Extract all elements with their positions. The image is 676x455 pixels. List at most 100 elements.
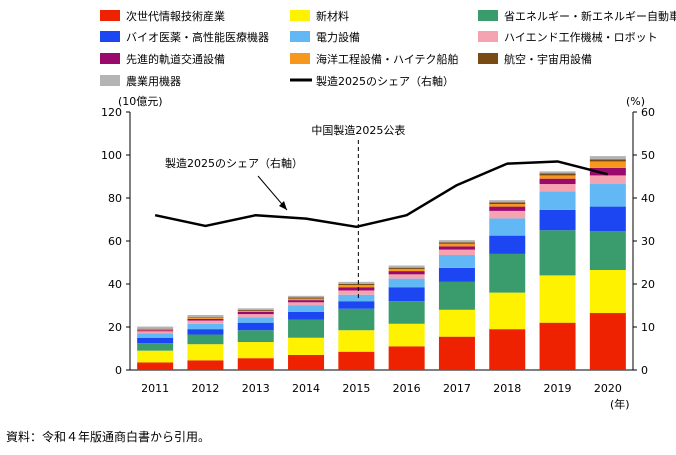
bar-segment — [237, 317, 274, 323]
y-left-unit: (10億元) — [118, 95, 163, 108]
bar-segment — [338, 281, 375, 284]
x-tick-label: 2013 — [242, 382, 270, 395]
x-tick-label: 2018 — [493, 382, 521, 395]
bar-segment — [589, 313, 626, 370]
legend-swatch-10 — [100, 75, 120, 86]
bar-segment — [539, 184, 576, 192]
bar-segment — [388, 301, 425, 324]
legend-swatch-7 — [100, 53, 120, 64]
y-right-tick-label: 20 — [641, 278, 655, 291]
y-left-tick-label: 120 — [101, 106, 122, 119]
bar-segment — [187, 360, 224, 370]
bar-segment — [288, 354, 325, 370]
y-left-tick-label: 60 — [108, 235, 122, 248]
bar-segment — [288, 297, 325, 299]
x-unit: (年) — [610, 397, 630, 411]
bar-segment — [137, 329, 174, 331]
x-tick-label: 2020 — [594, 382, 622, 395]
y-right-unit: (%) — [626, 95, 645, 108]
bar-segment — [589, 206, 626, 232]
bar-segment — [137, 330, 174, 332]
bar-segment — [187, 323, 224, 330]
x-tick-label: 2016 — [393, 382, 421, 395]
bar-segment — [237, 330, 274, 343]
bar-segment — [589, 161, 626, 168]
bar-segment — [237, 358, 274, 370]
legend-swatch-4 — [100, 31, 120, 42]
bar-segment — [489, 292, 526, 330]
bar-segment — [489, 202, 526, 205]
legend-swatch-6 — [478, 31, 498, 42]
bar-segment — [489, 210, 526, 219]
bar-segment — [388, 287, 425, 302]
bar-segment — [438, 336, 475, 370]
bar-segment — [589, 231, 626, 271]
bar-segment — [489, 235, 526, 254]
bar-segment — [187, 334, 224, 345]
y-right-tick-label: 50 — [641, 149, 655, 162]
bar-segment — [388, 323, 425, 347]
legend-label-4: バイオ医薬・高性能医療機器 — [126, 30, 269, 44]
bar-segment — [237, 311, 274, 315]
share-line-callout: 製造2025のシェア（右軸） — [165, 156, 303, 170]
bar-segment — [338, 308, 375, 331]
legend-label-10: 農業用機器 — [126, 74, 181, 88]
legend-label-line: 製造2025のシェア（右軸） — [316, 74, 454, 88]
bar-segment — [388, 278, 425, 288]
bar-segment — [338, 285, 375, 288]
bar-segment — [137, 350, 174, 363]
bar-segment — [338, 290, 375, 295]
bar-segment — [137, 331, 174, 334]
bar-segment — [589, 156, 626, 160]
bar-segment — [438, 309, 475, 337]
legend-label-1: 次世代情報技術産業 — [126, 9, 225, 23]
bar-segment — [438, 267, 475, 282]
y-right-tick-label: 60 — [641, 106, 655, 119]
bar-segment — [539, 173, 576, 176]
legend-label-7: 先進的軌道交通設備 — [126, 52, 225, 66]
legend-swatch-3 — [478, 10, 498, 21]
bar-segment — [237, 314, 274, 318]
bar-segment — [288, 311, 325, 320]
bar-segment — [187, 314, 224, 318]
bar-segment — [338, 294, 375, 302]
bar-segment — [489, 218, 526, 236]
bar-segment — [288, 302, 325, 306]
legend-swatch-5 — [290, 31, 310, 42]
bar-segment — [438, 242, 475, 244]
legend-swatch-9 — [478, 53, 498, 64]
x-tick-label: 2012 — [191, 382, 219, 395]
legend-swatch-8 — [290, 53, 310, 64]
bar-segment — [237, 322, 274, 331]
bar-segment — [589, 184, 626, 207]
legend-label-3: 省エネルギー・新エネルギー自動車 — [504, 9, 676, 23]
bar-segment — [438, 249, 475, 255]
bar-segment — [438, 246, 475, 250]
y-right-tick-label: 0 — [641, 364, 648, 377]
bar-segment — [237, 308, 274, 311]
bar-segment — [539, 191, 576, 210]
bar-segment — [489, 206, 526, 211]
bar-segment — [438, 240, 475, 243]
legend-swatch-1 — [100, 10, 120, 21]
bar-segment — [388, 268, 425, 272]
bar-segment — [489, 204, 526, 207]
share-line — [154, 160, 609, 229]
bar-segment — [388, 265, 425, 268]
bar-segment — [438, 281, 475, 310]
bar-segment — [187, 317, 224, 319]
bar-segment — [137, 326, 174, 329]
bar-segment — [338, 330, 375, 352]
bar-segment — [539, 175, 576, 179]
bar-segment — [338, 284, 375, 286]
bar-segment — [539, 275, 576, 323]
bar-segment — [539, 322, 576, 370]
x-tick-label: 2019 — [544, 382, 572, 395]
bar-segment — [237, 310, 274, 312]
bar-segment — [589, 167, 626, 176]
x-tick-label: 2015 — [342, 382, 370, 395]
bar-segment — [589, 270, 626, 314]
x-tick-label: 2014 — [292, 382, 320, 395]
bar-segment — [539, 171, 576, 174]
